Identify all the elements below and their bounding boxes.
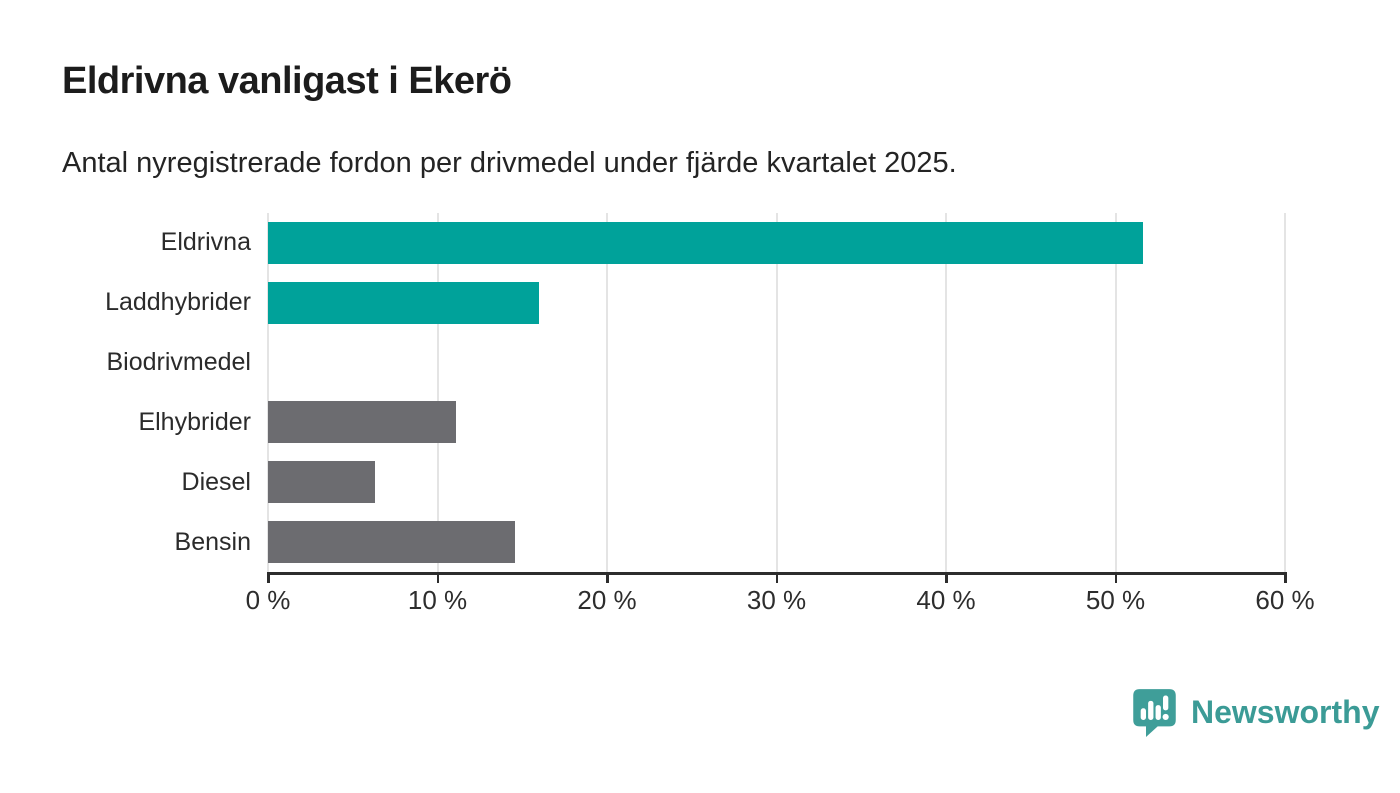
x-axis-tick	[436, 572, 439, 583]
newsworthy-logo-text: Newsworthy	[1191, 694, 1380, 730]
category-label: Bensin	[174, 527, 251, 556]
bar-elhybrider	[268, 401, 457, 444]
x-tick-label: 50 %	[1085, 585, 1146, 615]
x-tick-label: 0 %	[245, 585, 291, 615]
gridline-40	[945, 213, 947, 572]
category-label: Diesel	[181, 467, 251, 496]
x-axis-tick	[267, 572, 270, 583]
category-label: Laddhybrider	[105, 288, 251, 317]
x-axis-tick	[945, 572, 948, 583]
x-tick-label: 10 %	[407, 585, 468, 615]
x-tick-label: 40 %	[916, 585, 976, 615]
bar-laddhybrider	[268, 281, 540, 324]
gridline-60	[1284, 213, 1286, 572]
x-axis-tick	[606, 572, 609, 583]
gridline-30	[775, 213, 778, 572]
newsworthy-logo-icon	[1133, 689, 1176, 737]
bar-diesel	[268, 461, 375, 504]
x-axis-tick	[1284, 572, 1287, 583]
category-label: Biodrivmedel	[106, 348, 251, 377]
x-tick-label: 30 %	[746, 585, 807, 615]
category-label: Eldrivna	[160, 228, 251, 257]
bar-chart-plot: Eldrivna Laddhybrider Biodrivmedel Elhybrid…	[105, 213, 1315, 615]
x-axis-tick	[1114, 572, 1117, 583]
bar-bensin	[268, 521, 516, 564]
gridline-10	[436, 213, 439, 572]
chart-title: Eldrivna vanligast i Ekerö	[62, 60, 512, 102]
category-label: Elhybrider	[138, 407, 251, 436]
x-tick-label: 20 %	[577, 585, 637, 615]
x-axis-tick	[775, 572, 778, 583]
gridline-50	[1114, 213, 1117, 572]
gridline-20	[606, 213, 608, 572]
newsworthy-logo: Newsworthy	[1131, 687, 1379, 738]
gridline-0	[267, 213, 269, 572]
chart-subtitle: Antal nyregistrerade fordon per drivmede…	[62, 147, 957, 179]
bar-eldrivna	[268, 221, 1143, 264]
x-tick-label: 60 %	[1255, 585, 1315, 615]
